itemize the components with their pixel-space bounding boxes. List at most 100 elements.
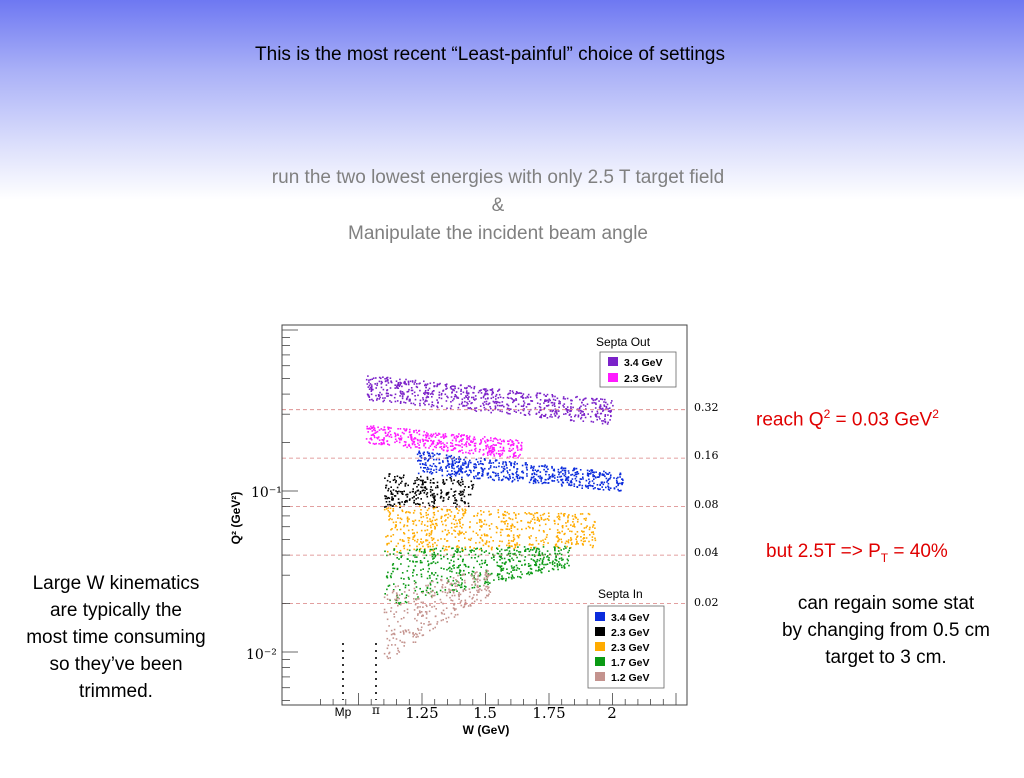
data-point — [444, 529, 447, 531]
data-point — [546, 417, 549, 419]
data-point — [463, 573, 465, 576]
data-point — [590, 469, 592, 471]
data-point — [445, 479, 448, 481]
data-point — [407, 601, 410, 603]
data-point — [500, 553, 503, 555]
data-point — [419, 460, 421, 462]
data-point — [542, 482, 545, 484]
data-point — [521, 564, 523, 566]
data-point — [400, 482, 402, 484]
data-point — [413, 440, 416, 443]
data-point — [499, 446, 502, 448]
data-point — [460, 440, 463, 442]
data-point — [491, 572, 493, 575]
data-point — [599, 407, 602, 410]
data-point — [496, 564, 499, 567]
data-point — [497, 552, 500, 555]
data-point — [395, 611, 398, 613]
data-point — [528, 481, 531, 484]
data-point — [427, 584, 429, 587]
data-point — [493, 466, 495, 468]
data-point — [458, 467, 460, 470]
data-point — [399, 395, 401, 397]
data-point — [395, 505, 397, 507]
data-point — [495, 526, 498, 528]
data-point — [386, 598, 389, 600]
data-point — [619, 473, 622, 476]
data-point — [406, 570, 409, 572]
data-point — [526, 469, 528, 471]
data-point — [477, 581, 479, 583]
data-point — [434, 572, 437, 574]
data-point — [444, 514, 446, 517]
data-point — [403, 428, 405, 430]
data-point — [369, 428, 372, 430]
data-point — [534, 481, 537, 484]
data-point — [386, 497, 388, 500]
subtitle-line-1: run the two lowest energies with only 2.… — [271, 167, 725, 188]
band-4 — [383, 505, 597, 553]
data-point — [573, 474, 576, 477]
data-point — [566, 477, 568, 479]
data-point — [515, 405, 517, 408]
data-point — [471, 587, 474, 589]
data-point — [462, 483, 464, 485]
data-point — [470, 461, 472, 464]
data-point — [607, 482, 610, 485]
data-point — [388, 497, 391, 499]
data-point — [504, 514, 507, 517]
data-point — [428, 541, 431, 544]
data-point — [409, 398, 411, 401]
data-point — [567, 540, 569, 543]
data-point — [415, 561, 417, 563]
data-point — [567, 521, 569, 523]
data-point — [440, 567, 443, 569]
data-point — [487, 454, 489, 456]
data-point — [385, 484, 388, 487]
data-point — [555, 556, 557, 559]
data-point — [558, 402, 560, 405]
data-point — [599, 418, 601, 420]
data-point — [490, 397, 493, 400]
data-point — [500, 555, 502, 558]
data-point — [376, 384, 378, 387]
data-point — [568, 484, 570, 486]
data-point — [478, 548, 481, 551]
data-point — [392, 589, 395, 591]
data-point — [397, 382, 400, 384]
data-point — [497, 576, 500, 579]
data-point — [406, 496, 409, 498]
data-point — [480, 547, 482, 550]
data-point — [418, 519, 421, 522]
data-point — [545, 466, 548, 469]
data-point — [389, 507, 392, 510]
data-point — [525, 527, 527, 530]
data-point — [509, 390, 511, 392]
data-point — [385, 630, 388, 632]
data-point — [533, 479, 535, 482]
data-point — [411, 439, 413, 442]
data-point — [547, 400, 550, 403]
data-point — [459, 525, 462, 528]
data-point — [455, 579, 457, 581]
data-point — [431, 606, 433, 608]
data-point — [569, 484, 572, 487]
data-point — [573, 523, 575, 525]
data-point — [430, 486, 432, 488]
data-point — [458, 540, 460, 542]
data-point — [515, 391, 518, 393]
data-point — [549, 415, 551, 418]
data-point — [413, 509, 416, 512]
data-point — [584, 484, 587, 487]
data-point — [434, 626, 436, 629]
data-point — [602, 409, 605, 411]
data-point — [579, 469, 582, 471]
data-point — [394, 598, 396, 601]
data-point — [386, 440, 388, 443]
data-point — [537, 543, 540, 545]
data-point — [453, 385, 455, 387]
reach-mid: = 0.03 GeV — [830, 409, 933, 431]
data-point — [563, 565, 565, 567]
data-point — [414, 480, 416, 482]
data-point — [521, 396, 523, 398]
